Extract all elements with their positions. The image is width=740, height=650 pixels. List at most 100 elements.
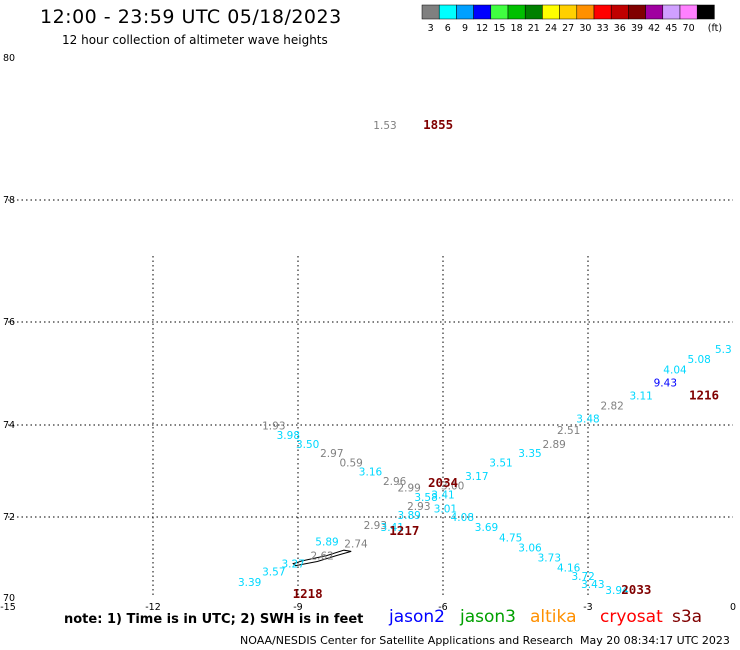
observation-labels: 1.53 1.933.983.502.970.593.162.962.993.58…	[238, 120, 732, 597]
legend-label: 30	[579, 23, 591, 34]
wave-height-label: 1.53	[373, 120, 396, 132]
wave-height-label: 3.57	[262, 567, 285, 579]
wave-height-label: 2.51	[557, 425, 580, 437]
wave-height-label: 2.74	[344, 538, 368, 550]
wave-height-label: 3.00	[441, 480, 464, 492]
lon-tick-label: -6	[438, 602, 447, 613]
legend-label: 42	[648, 23, 660, 34]
jan-mayen-island	[292, 549, 352, 567]
legend-swatch	[507, 4, 526, 20]
legend-label: 39	[631, 23, 643, 34]
pass-time-label: 1216	[689, 387, 719, 402]
legend-swatch	[490, 4, 509, 20]
legend-swatch	[576, 4, 595, 20]
wave-height-label: 1.93	[262, 421, 285, 433]
legend-swatch	[593, 4, 612, 20]
wave-height-label: 3.41	[381, 522, 404, 534]
satellite-jason3: jason3	[460, 607, 516, 627]
legend-swatch	[679, 4, 698, 20]
wave-height-label: 2.99	[397, 483, 420, 495]
legend-label: 9	[462, 23, 468, 34]
legend-swatch	[473, 4, 492, 20]
wave-height-label: 9.43	[654, 377, 677, 389]
legend-label: 24	[545, 23, 557, 34]
legend-swatch	[421, 4, 440, 20]
lat-tick-label: 80	[3, 53, 15, 64]
legend-label: 70	[683, 23, 695, 34]
wave-height-label: 3.17	[465, 471, 488, 483]
pass-time-label: 2033	[621, 582, 651, 597]
wave-height-label: 4.08	[451, 512, 474, 524]
legend-unit: (ft)	[708, 23, 722, 34]
footer-timestamp: May 20 08:34:17 UTC 2023	[580, 634, 730, 647]
wave-height-label: 2.96	[383, 476, 407, 488]
satellite-jason2: jason2	[389, 607, 445, 627]
lat-tick-label: 74	[3, 420, 15, 431]
lat-tick-label: 78	[3, 195, 15, 206]
wave-height-label: 3.72	[571, 571, 594, 583]
wave-height-label: 3.01	[434, 503, 457, 515]
wave-height-label: 4.75	[499, 532, 522, 544]
lon-tick-label: -3	[583, 602, 592, 613]
pass-time-labels: 1855 2034 1217 1216 2033 1218	[293, 117, 719, 601]
legend-label: 36	[614, 23, 626, 34]
wave-height-label: 3.58	[414, 492, 437, 504]
lon-tick-label: 0	[730, 602, 736, 613]
wave-height-label: 3.73	[538, 553, 561, 565]
legend-swatch	[438, 4, 457, 20]
wave-height-label: 3.16	[359, 467, 383, 479]
color-legend: 3 6 9 12 15 18 21 24 27 30 33 36 39 42 45 70 (ft)	[421, 4, 722, 34]
pass-time-label: 1217	[389, 523, 419, 538]
lat-tick-label: 76	[3, 317, 15, 328]
wave-height-label: 3.98	[277, 430, 300, 442]
legend-label: 45	[665, 23, 677, 34]
footer-note: note: 1) Time is in UTC; 2) SWH is in fe…	[64, 612, 364, 627]
legend-label: 12	[476, 23, 488, 34]
pass-time-label: 2034	[428, 475, 458, 490]
wave-height-label: 3.06	[518, 542, 542, 554]
legend-swatch	[456, 4, 474, 20]
wave-height-label: 2.97	[320, 448, 343, 460]
wave-height-label: 3.89	[397, 510, 420, 522]
wave-height-label: 3.27	[281, 559, 304, 571]
satellite-s3a: s3a	[672, 607, 703, 627]
legend-label: 15	[493, 23, 505, 34]
wave-height-label: 3.51	[489, 457, 512, 469]
wave-height-label: 4.16	[557, 563, 581, 575]
pass-time-label: 1218	[293, 586, 323, 601]
pass-time-label: 1855	[423, 117, 453, 132]
wave-height-label: 5.3	[715, 344, 732, 356]
legend-swatch	[696, 4, 715, 20]
map-subtitle: 12 hour collection of altimeter wave hei…	[62, 33, 328, 47]
satellite-altika: altika	[530, 607, 577, 627]
satellite-cryosat: cryosat	[600, 607, 663, 627]
lon-tick-label: -9	[293, 602, 302, 613]
wave-height-label: 5.89	[315, 536, 338, 548]
lon-tick-label: -15	[0, 602, 16, 613]
wave-height-label: 5.08	[687, 354, 710, 366]
wave-height-label: 3.69	[475, 522, 498, 534]
wave-height-label: 3.43	[581, 579, 604, 591]
coastline	[292, 549, 352, 567]
wave-height-label: 3.94	[605, 585, 629, 597]
legend-label: 21	[528, 23, 540, 34]
lon-tick-label: -12	[145, 602, 161, 613]
legend-label: 33	[597, 23, 609, 34]
wave-height-label: 3.11	[629, 390, 652, 402]
legend-swatch	[628, 4, 646, 20]
legend-swatch	[524, 4, 543, 20]
legend-label: 18	[511, 23, 523, 34]
lat-tick-label: 70	[3, 593, 15, 604]
map-title: 12:00 - 23:59 UTC 05/18/2023	[40, 6, 342, 28]
wave-height-label: 4.04	[663, 365, 687, 377]
wave-height-label: 2.89	[542, 439, 565, 451]
wave-height-label: 2.62	[310, 551, 333, 563]
legend-swatch	[645, 4, 664, 20]
legend-label: 6	[445, 23, 451, 34]
legend-swatch	[662, 4, 681, 20]
wave-height-label: 2.82	[600, 401, 623, 413]
wave-height-label: 0.59	[339, 457, 362, 469]
wave-height-label: 3.48	[576, 413, 599, 425]
wave-height-label: 2.93	[364, 520, 387, 532]
